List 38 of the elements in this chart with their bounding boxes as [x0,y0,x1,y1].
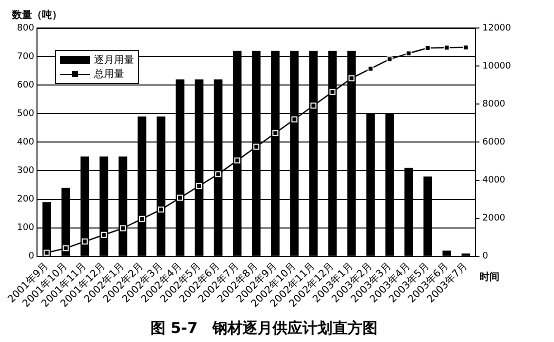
y2-tick-label: 2000 [482,214,506,224]
y2-tick-label: 0 [482,252,488,262]
y-tick-label: 700 [16,52,34,62]
y-tick-label: 600 [16,80,34,90]
point [120,225,126,232]
y-tick-label: 400 [16,138,34,148]
point [138,216,145,222]
point [272,130,278,136]
point [158,206,164,213]
point [291,116,298,122]
y2-tick-label: 4000 [482,176,506,186]
point [196,182,202,189]
legend-label: 总用量 [94,68,124,81]
y2-tick-label: 6000 [482,138,506,148]
point [44,250,50,256]
point [330,88,336,95]
y-tick-label: 0 [28,252,34,262]
point [82,238,88,245]
point [177,194,184,201]
point [234,157,240,164]
y-axis-title: 数量（吨） [12,8,62,22]
bar [442,250,452,256]
legend-label: 逐月用量 [94,54,134,67]
y-tick-label: 800 [16,23,34,34]
y2-tick-label: 10000 [482,61,512,72]
y-tick-label: 500 [16,108,34,119]
point [215,171,222,178]
y-tick-label: 300 [16,166,34,176]
x-axis-title: 时间 [479,270,500,284]
point [62,245,69,252]
y-tick-label: 100 [16,223,34,234]
point [100,232,107,238]
text: 图 5-7 钢材逐月供应计划直方图 [150,318,378,337]
y-tick-label: 200 [16,194,34,205]
y2-tick-label: 12000 [482,23,512,34]
point [310,102,316,109]
y2-tick-label: 8000 [482,99,506,110]
point [348,75,355,82]
